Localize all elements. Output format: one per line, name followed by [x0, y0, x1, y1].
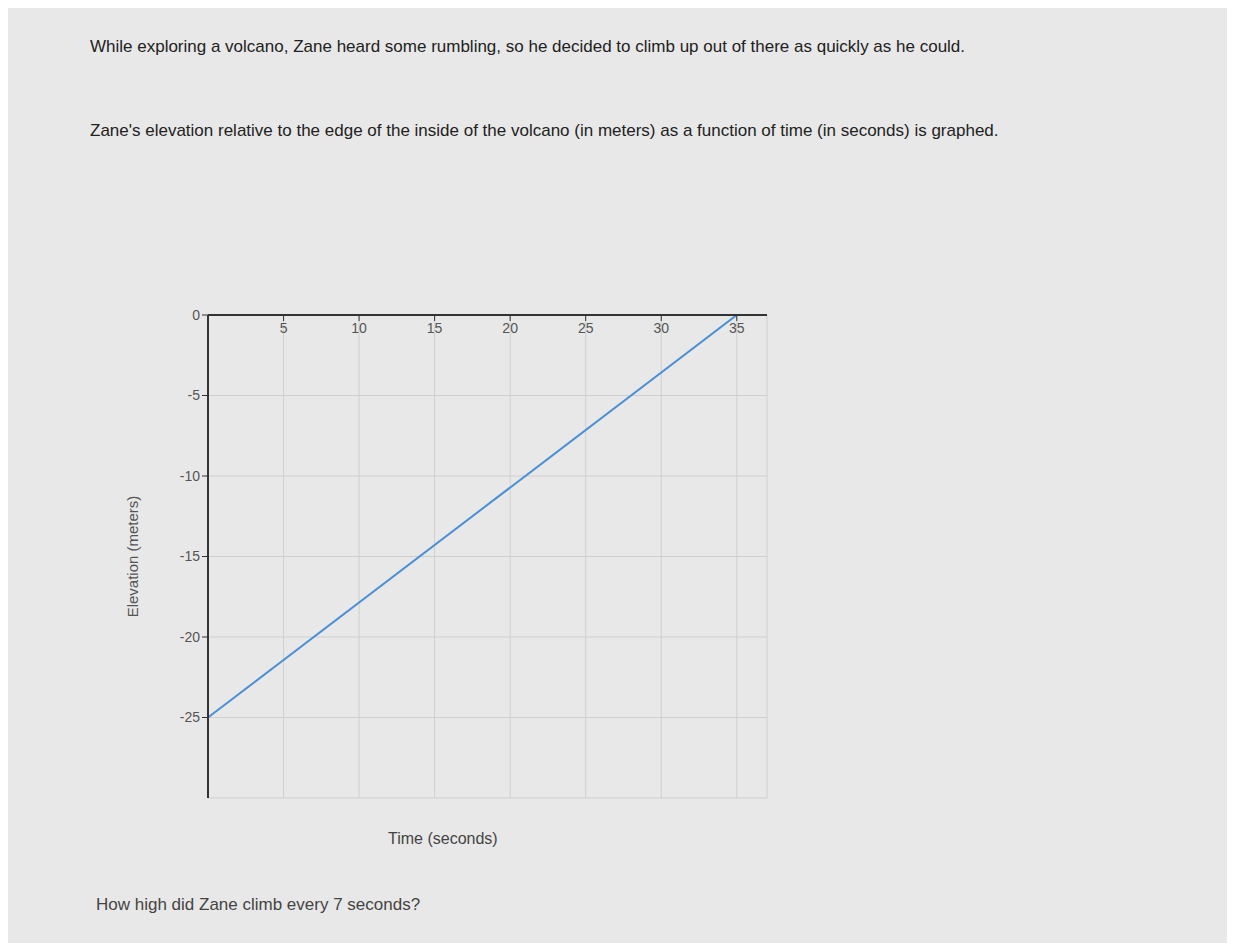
svg-text:25: 25 [578, 320, 594, 336]
svg-text:Elevation (meters): Elevation (meters) [124, 496, 141, 618]
html-text:While exploring a volcano, Zan: While exploring a volcano, Zane heard so… [90, 37, 965, 56]
svg-text:0: 0 [192, 307, 200, 323]
svg-text:-10: -10 [180, 468, 200, 484]
svg-text:-15: -15 [180, 548, 200, 564]
svg-text:-5: -5 [188, 387, 201, 403]
svg-text:-25: -25 [180, 709, 200, 725]
svg-text:20: 20 [502, 320, 518, 336]
svg-text:-20: -20 [180, 629, 200, 645]
svg-text:10: 10 [351, 320, 367, 336]
svg-text:15: 15 [427, 320, 443, 336]
svg-text:30: 30 [653, 320, 669, 336]
html-text:Time (seconds): Time (seconds) [388, 830, 498, 847]
html-text:Zane's elevation relative to t: Zane's elevation relative to the edge of… [90, 121, 999, 140]
html-text:How high did Zane climb every: How high did Zane climb every 7 seconds? [96, 895, 421, 914]
svg-text:35: 35 [729, 320, 745, 336]
svg-text:5: 5 [280, 320, 288, 336]
